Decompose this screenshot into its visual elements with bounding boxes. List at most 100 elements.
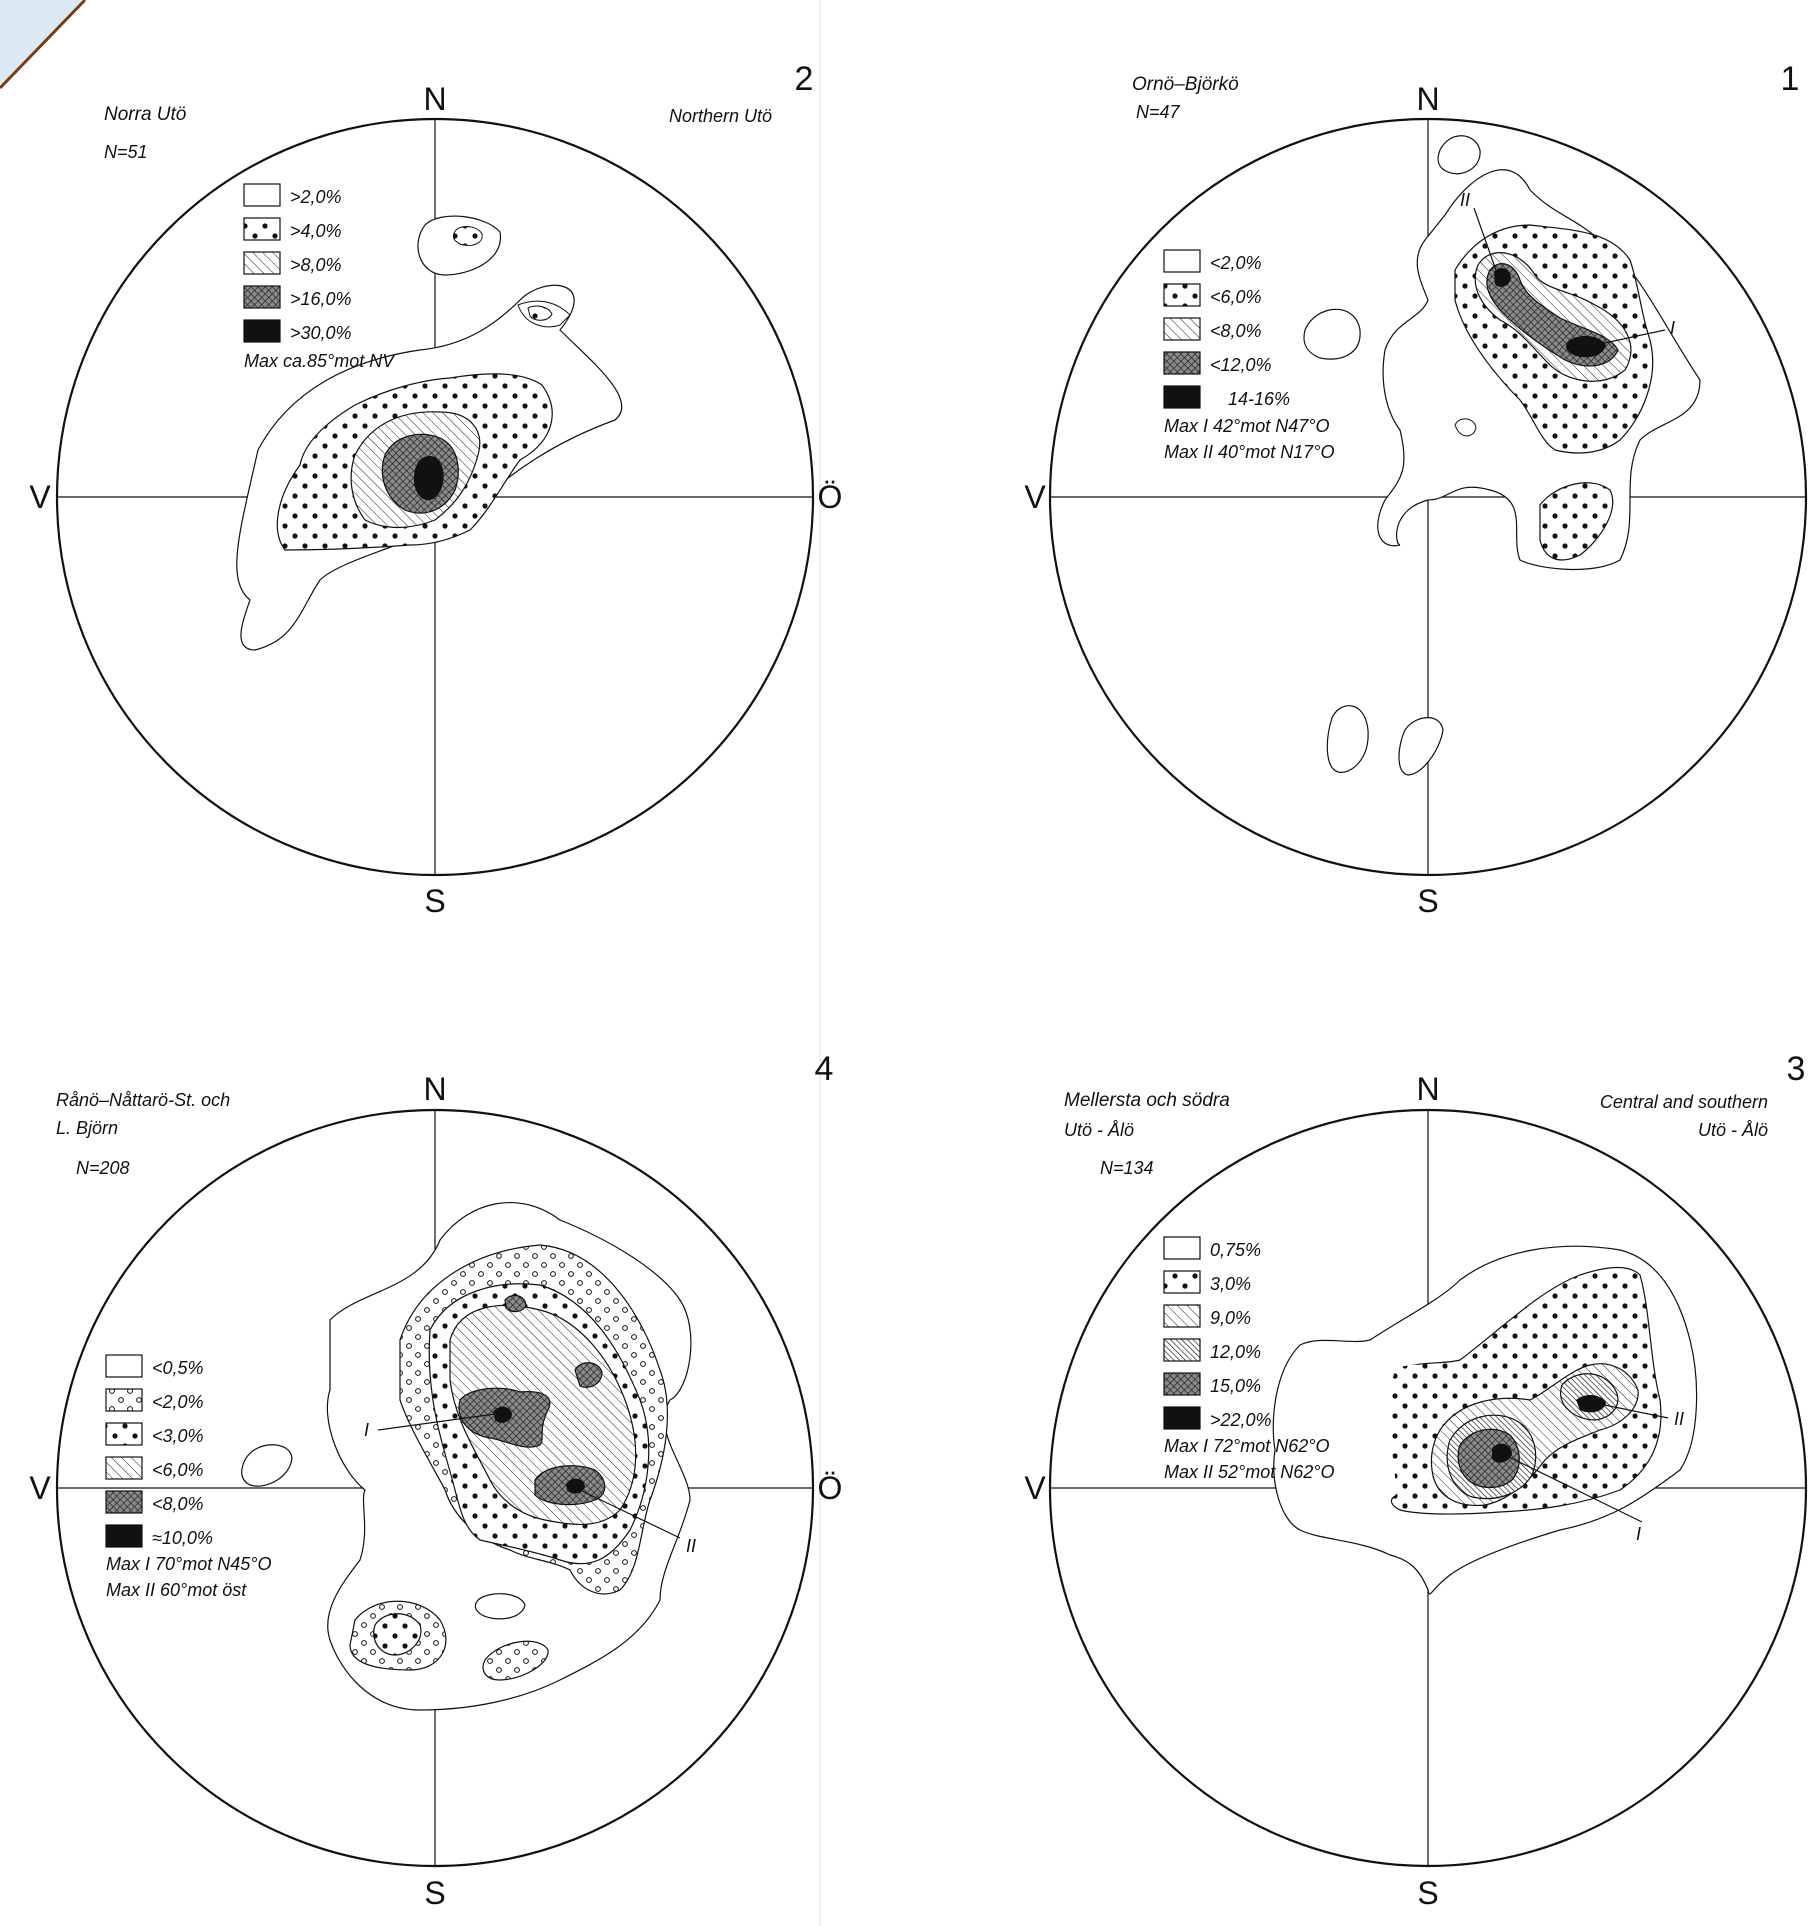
legend-label: >30,0% xyxy=(290,323,352,343)
max-note: Max I 70°mot N45°O xyxy=(106,1554,271,1574)
max-i-leader xyxy=(377,1413,496,1431)
legend-label: >22,0% xyxy=(1210,1410,1272,1430)
legend-label: ≈10,0% xyxy=(152,1528,213,1548)
legend-label: <6,0% xyxy=(152,1460,204,1480)
legend: 0,75% 3,0% 9,0% 12,0% 15,0% >22,0% Max I… xyxy=(1163,1236,1334,1482)
panel-number: 4 xyxy=(815,1050,834,1088)
max-ii-label: II xyxy=(686,1536,696,1556)
legend-label: <12,0% xyxy=(1210,355,1272,375)
stereonet-panel-2: N S V Ö 2 Norra Utö Northern Utö N=51 >2… xyxy=(29,60,842,919)
panel-number: 1 xyxy=(1781,60,1800,98)
legend-swatch-circles xyxy=(105,1388,143,1412)
legend-swatch-blank xyxy=(1163,249,1201,273)
south-label: S xyxy=(424,883,445,919)
contour-black-max-i xyxy=(493,1406,512,1423)
contour-crosshatch-c xyxy=(574,1362,603,1388)
contour-black xyxy=(413,455,444,501)
legend-swatch-hatch xyxy=(105,1456,143,1480)
legend: >2,0% >4,0% >8,0% >16,0% >30,0% Max ca.8… xyxy=(243,183,396,371)
contour-blank-south-a xyxy=(1326,705,1369,773)
max-ii-leader xyxy=(1473,207,1499,277)
west-label: V xyxy=(1024,1470,1046,1506)
stereonet-panel-3: N S V 3 Mellersta och södra Utö - Ålö Ce… xyxy=(1024,1050,1808,1911)
contour-dots-small-b xyxy=(527,305,553,321)
legend-label: >16,0% xyxy=(290,289,352,309)
sample-count: N=208 xyxy=(76,1158,130,1178)
sample-count: N=47 xyxy=(1136,102,1181,122)
legend-swatch-black xyxy=(243,319,281,343)
contour-dots-west xyxy=(1389,1364,1460,1507)
legend-swatch-dots xyxy=(1163,1270,1201,1294)
legend-label: 14-16% xyxy=(1228,389,1290,409)
max-note: Max II 52°mot N62°O xyxy=(1164,1462,1334,1482)
panel-title: Norra Utö xyxy=(104,104,187,125)
legend: <2,0% <6,0% <8,0% <12,0% 14-16% Max I 42… xyxy=(1163,249,1334,462)
legend-label: <3,0% xyxy=(152,1426,204,1446)
contour-blank-small-mid xyxy=(1454,418,1477,437)
legend-label: <0,5% xyxy=(152,1358,204,1378)
panel-title-english: Utö - Ålö xyxy=(1698,1120,1768,1140)
sample-count: N=134 xyxy=(1100,1158,1154,1178)
contour-black-max-i xyxy=(1492,1443,1512,1463)
legend-swatch-densehatch xyxy=(1163,1338,1201,1362)
max-note: Max I 42°mot N47°O xyxy=(1164,416,1329,436)
north-label: N xyxy=(423,81,446,117)
legend-swatch-dots xyxy=(243,217,281,241)
legend-swatch-crosshatch xyxy=(1163,351,1201,375)
contour-dots-small xyxy=(373,1613,422,1656)
panel-title: Ornö–Björkö xyxy=(1132,74,1239,95)
east-label: Ö xyxy=(818,1470,843,1506)
legend-swatch-dots xyxy=(105,1422,143,1446)
legend-label: <6,0% xyxy=(1210,287,1262,307)
legend-swatch-blank xyxy=(105,1354,143,1378)
max-i-label: I xyxy=(1636,1524,1641,1544)
legend-label: >4,0% xyxy=(290,221,342,241)
legend-swatch-hatch xyxy=(243,251,281,275)
west-label: V xyxy=(29,479,51,515)
contour-blank-south-b xyxy=(1398,717,1444,776)
legend-label: <8,0% xyxy=(1210,321,1262,341)
west-label: V xyxy=(29,1470,51,1506)
panel-number: 2 xyxy=(795,60,814,98)
panel-title: Utö - Ålö xyxy=(1064,1120,1134,1140)
west-label: V xyxy=(1024,479,1046,515)
legend-swatch-black xyxy=(105,1524,143,1548)
contour-dots-south xyxy=(1539,482,1614,561)
contour-black-max-ii xyxy=(1494,268,1511,287)
max-i-leader xyxy=(1599,329,1666,345)
south-label: S xyxy=(1417,883,1438,919)
legend-label: >2,0% xyxy=(290,187,342,207)
max-ii-leader xyxy=(579,1489,681,1539)
max-ii-label: II xyxy=(1674,1409,1684,1429)
legend-swatch-hatch xyxy=(1163,317,1201,341)
max-i-label: I xyxy=(364,1420,369,1440)
legend-label: 3,0% xyxy=(1210,1274,1251,1294)
contour-blank-small-west xyxy=(241,1444,293,1487)
legend-swatch-blank xyxy=(1163,1236,1201,1260)
contour-dots-small-a xyxy=(452,226,483,247)
contour-black-max-ii xyxy=(1576,1394,1606,1413)
max-note: Max II 40°mot N17°O xyxy=(1164,442,1334,462)
legend-label: 0,75% xyxy=(1210,1240,1261,1260)
legend-label: <2,0% xyxy=(152,1392,204,1412)
south-label: S xyxy=(424,1875,445,1911)
max-i-label: I xyxy=(1670,318,1675,338)
panel-title-english: Northern Utö xyxy=(669,106,772,126)
max-note: Max I 72°mot N62°O xyxy=(1164,1436,1329,1456)
max-note: Max ca.85°mot NV xyxy=(244,351,396,371)
south-label: S xyxy=(1417,1875,1438,1911)
legend-swatch-black xyxy=(1163,1406,1201,1430)
north-label: N xyxy=(1416,81,1439,117)
east-label: Ö xyxy=(818,479,843,515)
legend-swatch-blank xyxy=(243,183,281,207)
panel-title: L. Björn xyxy=(56,1118,118,1138)
north-label: N xyxy=(1416,1071,1439,1107)
legend-swatch-hatch xyxy=(1163,1304,1201,1328)
panel-title-english: Central and southern xyxy=(1600,1092,1768,1112)
contour-blank-small-a xyxy=(417,215,501,276)
contour-blank-small-south xyxy=(474,1593,526,1620)
max-note: Max II 60°mot öst xyxy=(106,1580,247,1600)
panel-title: Mellersta och södra xyxy=(1064,1090,1230,1111)
corner-accent-line xyxy=(0,0,87,90)
